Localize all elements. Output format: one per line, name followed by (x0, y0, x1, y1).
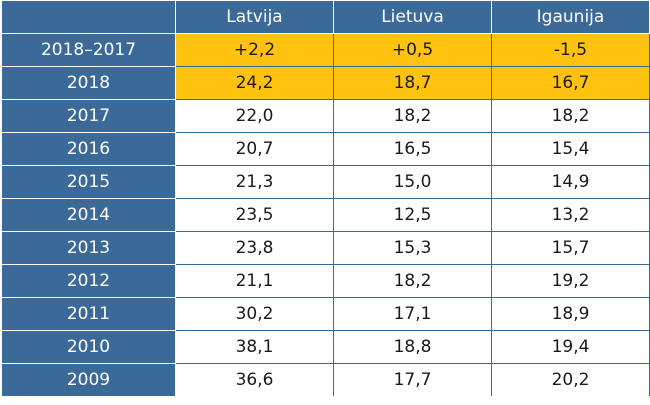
table-cell: 15,7 (491, 231, 650, 265)
table-cell: 12,5 (333, 198, 492, 232)
table-cell: 18,2 (333, 264, 492, 298)
table-row: 2015 21,3 15,0 14,9 (1, 165, 650, 199)
table-cell: 19,4 (491, 330, 650, 364)
corner-cell (1, 0, 176, 34)
column-header: Igaunija (491, 0, 650, 34)
table-cell: 21,1 (175, 264, 334, 298)
table-cell: +0,5 (333, 33, 492, 67)
table-row: 2016 20,7 16,5 15,4 (1, 132, 650, 166)
table-cell: +2,2 (175, 33, 334, 67)
table-row: 2011 30,2 17,1 18,9 (1, 297, 650, 331)
table-cell: 18,9 (491, 297, 650, 331)
table-row: 2018–2017 +2,2 +0,5 -1,5 (1, 33, 650, 67)
table-cell: 18,7 (333, 66, 492, 100)
row-label: 2014 (1, 198, 176, 232)
table-row: 2010 38,1 18,8 19,4 (1, 330, 650, 364)
row-label: 2015 (1, 165, 176, 199)
table-cell: 21,3 (175, 165, 334, 199)
table-cell: 19,2 (491, 264, 650, 298)
table-cell: 16,7 (491, 66, 650, 100)
table-cell: 38,1 (175, 330, 334, 364)
table-cell: 16,5 (333, 132, 492, 166)
table-cell: 20,2 (491, 363, 650, 396)
row-label: 2012 (1, 264, 176, 298)
data-table: Latvija Lietuva Igaunija 2018–2017 +2,2 … (1, 0, 650, 396)
header-row: Latvija Lietuva Igaunija (1, 0, 650, 34)
row-label: 2013 (1, 231, 176, 265)
table-cell: 17,1 (333, 297, 492, 331)
row-label: 2010 (1, 330, 176, 364)
table-cell: 18,2 (491, 99, 650, 133)
table-cell: 15,3 (333, 231, 492, 265)
row-label: 2018 (1, 66, 176, 100)
row-label: 2009 (1, 363, 176, 396)
table-cell: 30,2 (175, 297, 334, 331)
table-cell: 20,7 (175, 132, 334, 166)
column-header: Latvija (175, 0, 334, 34)
table-cell: 15,0 (333, 165, 492, 199)
table-cell: 36,6 (175, 363, 334, 396)
row-label: 2011 (1, 297, 176, 331)
table-cell: 15,4 (491, 132, 650, 166)
row-label: 2017 (1, 99, 176, 133)
table-row: 2013 23,8 15,3 15,7 (1, 231, 650, 265)
table-row: 2014 23,5 12,5 13,2 (1, 198, 650, 232)
table-cell: 23,8 (175, 231, 334, 265)
table-row: 2018 24,2 18,7 16,7 (1, 66, 650, 100)
row-label: 2018–2017 (1, 33, 176, 67)
table-cell: 14,9 (491, 165, 650, 199)
table-cell: 22,0 (175, 99, 334, 133)
table-cell: 23,5 (175, 198, 334, 232)
column-header: Lietuva (333, 0, 492, 34)
table-cell: 13,2 (491, 198, 650, 232)
table-cell: -1,5 (491, 33, 650, 67)
table-row: 2012 21,1 18,2 19,2 (1, 264, 650, 298)
table-cell: 17,7 (333, 363, 492, 396)
table-row: 2009 36,6 17,7 20,2 (1, 363, 650, 396)
table-cell: 18,8 (333, 330, 492, 364)
table-cell: 24,2 (175, 66, 334, 100)
table-cell: 18,2 (333, 99, 492, 133)
row-label: 2016 (1, 132, 176, 166)
table-row: 2017 22,0 18,2 18,2 (1, 99, 650, 133)
